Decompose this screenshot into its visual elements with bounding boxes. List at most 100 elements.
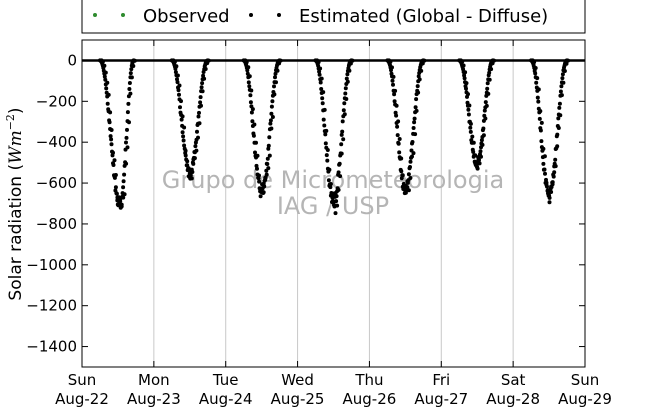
estimated-point-257 (267, 135, 272, 140)
estimated-point-359 (341, 108, 346, 113)
estimated-point-446 (410, 140, 415, 144)
estimated-point-600 (540, 148, 545, 153)
x-tick-label-day-7: Sun (571, 371, 600, 389)
estimated-point-612 (545, 184, 549, 189)
estimated-point-30 (108, 134, 113, 139)
estimated-point-110 (175, 80, 180, 85)
estimated-point-596 (538, 128, 543, 133)
estimated-point-248 (263, 175, 268, 180)
estimated-point-160 (196, 135, 200, 140)
estimated-point-265 (270, 99, 275, 104)
legend-observed-marker-1 (93, 13, 97, 17)
y-tick-label-6: −1200 (26, 297, 77, 315)
estimated-point-362 (344, 97, 349, 101)
y-axis-label-exponent: −2 (4, 114, 17, 130)
estimated-point-416 (399, 169, 404, 174)
estimated-point-32 (109, 142, 114, 147)
estimated-point-168 (199, 103, 203, 108)
estimated-point-230 (257, 179, 262, 184)
estimated-point-261 (268, 118, 273, 123)
estimated-point-648 (558, 89, 563, 94)
estimated-point-42 (112, 175, 117, 180)
estimated-point-395 (391, 82, 395, 87)
legend-estimated-label: Estimated (Global - Diffuse) (299, 6, 548, 27)
estimated-point-583 (535, 76, 540, 81)
estimated-point-251 (266, 166, 271, 171)
estimated-point-17 (105, 80, 110, 85)
estimated-point-316 (325, 158, 330, 163)
estimated-point-204 (246, 80, 251, 85)
estimated-point-306 (322, 107, 327, 112)
estimated-point-112 (177, 83, 182, 88)
estimated-point-264 (269, 104, 274, 109)
estimated-point-644 (557, 105, 562, 110)
estimated-point-169 (198, 100, 203, 105)
estimated-point-592 (537, 110, 542, 115)
estimated-point-205 (247, 84, 252, 89)
estimated-point-324 (328, 185, 333, 190)
estimated-point-537 (479, 141, 484, 146)
estimated-point-223 (255, 153, 260, 158)
estimated-point-208 (248, 93, 253, 98)
estimated-point-406 (395, 124, 400, 129)
estimated-point-488 (463, 70, 468, 75)
estimated-point-597 (539, 139, 544, 144)
estimated-point-453 (414, 108, 419, 113)
estimated-point-602 (541, 161, 546, 166)
estimated-point-647 (559, 93, 564, 98)
estimated-point-252 (265, 162, 270, 166)
estimated-point-65 (122, 192, 127, 197)
estimated-point-114 (177, 92, 181, 97)
estimated-point-296 (317, 72, 322, 77)
estimated-point-82 (127, 87, 132, 91)
estimated-point-440 (408, 159, 413, 164)
estimated-point-294 (318, 66, 323, 71)
estimated-point-176 (202, 76, 207, 81)
estimated-point-401 (394, 103, 399, 108)
estimated-point-229 (256, 176, 261, 181)
estimated-point-540 (481, 133, 486, 138)
estimated-point-302 (321, 90, 326, 95)
estimated-point-156 (194, 148, 199, 153)
estimated-point-34 (110, 149, 114, 154)
estimated-point-640 (555, 124, 560, 128)
estimated-point-393 (391, 74, 396, 79)
x-tick-label-day-5: Fri (432, 371, 450, 389)
estimated-point-548 (484, 103, 489, 108)
estimated-point-367 (344, 76, 349, 81)
estimated-point-552 (486, 91, 491, 96)
estimated-point-517 (472, 153, 477, 158)
estimated-point-366 (345, 79, 350, 84)
estimated-point-352 (339, 142, 344, 147)
estimated-point-343 (335, 186, 340, 191)
estimated-point-299 (318, 80, 323, 85)
estimated-point-166 (197, 110, 201, 115)
estimated-point-410 (396, 141, 401, 146)
estimated-point-354 (341, 137, 346, 142)
estimated-point-584 (534, 80, 539, 85)
watermark-line-1: Grupo de Micrometeorologia (162, 166, 504, 194)
estimated-point-437 (408, 176, 413, 180)
estimated-point-530 (477, 158, 481, 162)
estimated-point-442 (409, 155, 413, 160)
legend-observed-marker-2 (121, 13, 125, 17)
estimated-point-213 (250, 119, 255, 124)
estimated-point-653 (560, 72, 565, 77)
estimated-point-542 (481, 126, 486, 131)
estimated-point-75 (125, 127, 129, 132)
estimated-point-399 (392, 99, 397, 104)
estimated-point-465 (419, 68, 424, 73)
estimated-point-632 (552, 161, 557, 166)
plot-frame (81, 39, 586, 368)
estimated-point-127 (182, 143, 187, 148)
estimated-point-108 (175, 73, 180, 78)
estimated-point-85 (129, 75, 134, 80)
estimated-point-411 (397, 150, 402, 155)
estimated-point-351 (338, 151, 343, 156)
estimated-point-490 (462, 76, 467, 81)
estimated-point-534 (478, 149, 483, 154)
estimated-point-403 (394, 113, 399, 118)
x-tick-label-date-1: Aug-23 (127, 390, 181, 408)
estimated-point-207 (249, 88, 254, 93)
estimated-point-215 (252, 122, 257, 127)
